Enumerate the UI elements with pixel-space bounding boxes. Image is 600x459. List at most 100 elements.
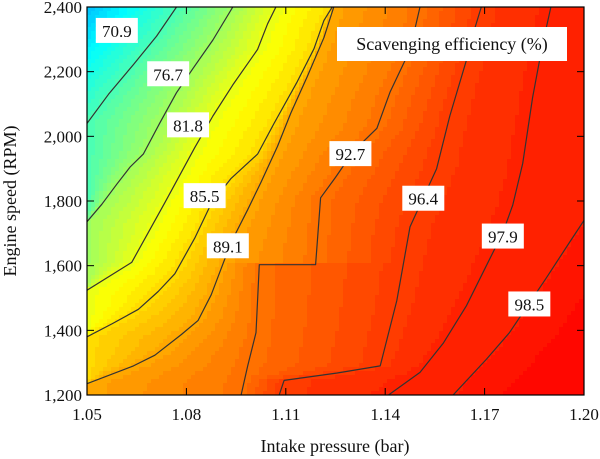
heat-cell [427, 11, 432, 16]
heat-cell [563, 75, 568, 80]
heat-cell [211, 27, 216, 32]
heat-cell [435, 111, 440, 116]
heat-cell [495, 15, 500, 20]
heat-cell [263, 147, 268, 152]
heat-cell [175, 91, 180, 96]
heat-cell [483, 63, 488, 68]
heat-cell [195, 71, 200, 76]
heat-cell [283, 163, 288, 168]
heat-cell [219, 67, 224, 72]
heat-cell [371, 63, 376, 68]
heat-cell [439, 123, 444, 128]
heat-cell [567, 63, 572, 68]
heat-cell [199, 7, 204, 12]
heat-cell [91, 47, 96, 52]
heat-cell [495, 103, 500, 108]
heat-cell [223, 67, 228, 72]
heat-cell [367, 95, 372, 100]
heat-cell [475, 79, 480, 84]
heat-cell [307, 115, 312, 120]
heat-cell [155, 99, 160, 104]
heat-cell [239, 7, 244, 12]
heat-cell [519, 131, 524, 136]
heat-cell [491, 147, 496, 152]
heat-cell [423, 11, 428, 16]
heat-cell [99, 127, 104, 132]
heat-cell [435, 67, 440, 72]
heat-cell [427, 19, 432, 24]
heat-cell [175, 47, 180, 52]
heat-cell [383, 115, 388, 120]
heat-cell [399, 115, 404, 120]
heat-cell [475, 63, 480, 68]
heat-cell [267, 151, 272, 156]
heat-cell [107, 103, 112, 108]
heat-cell [331, 39, 336, 44]
heat-cell [403, 75, 408, 80]
heat-cell [555, 71, 560, 76]
heat-cell [463, 99, 468, 104]
heat-cell [535, 115, 540, 120]
heat-cell [119, 7, 124, 12]
heat-cell [355, 63, 360, 68]
heat-cell [543, 123, 548, 128]
heat-cell [443, 87, 448, 92]
heat-cell [251, 143, 256, 148]
heat-cell [287, 19, 292, 24]
heat-cell [219, 79, 224, 84]
heat-cell [359, 99, 364, 104]
heat-cell [483, 107, 488, 112]
heat-cell [543, 71, 548, 76]
heat-cell [559, 83, 564, 88]
heat-cell [323, 139, 328, 144]
heat-cell [147, 59, 152, 64]
heat-cell [411, 11, 416, 16]
heat-cell [255, 131, 260, 136]
heat-cell [319, 139, 324, 144]
heat-cell [491, 11, 496, 16]
heat-cell [211, 135, 216, 140]
heat-cell [503, 159, 508, 164]
heat-cell [239, 23, 244, 28]
heat-cell [559, 115, 564, 120]
heat-cell [351, 83, 356, 88]
heat-cell [319, 39, 324, 44]
heat-cell [283, 51, 288, 56]
heat-cell [447, 87, 452, 92]
heat-cell [91, 87, 96, 92]
heat-cell [263, 35, 268, 40]
heat-cell [431, 71, 436, 76]
heat-cell [395, 15, 400, 20]
heat-cell [515, 139, 520, 144]
heat-cell [223, 159, 228, 164]
heat-cell [463, 79, 468, 84]
heat-cell [327, 139, 332, 144]
heat-cell [187, 79, 192, 84]
heat-cell [575, 163, 580, 168]
heat-cell [159, 19, 164, 24]
heat-cell [227, 103, 232, 108]
heat-cell [451, 123, 456, 128]
heat-cell [403, 123, 408, 128]
heat-cell [195, 39, 200, 44]
heat-cell [343, 75, 348, 80]
heat-cell [359, 135, 364, 140]
heat-cell [167, 147, 172, 152]
heat-cell [279, 19, 284, 24]
heat-cell [471, 7, 476, 12]
heat-cell [263, 131, 268, 136]
heat-cell [235, 95, 240, 100]
heat-cell [403, 7, 408, 12]
heat-cell [379, 159, 384, 164]
heat-cell [575, 87, 580, 92]
heat-cell [571, 159, 576, 164]
heat-cell [547, 99, 552, 104]
heat-cell [203, 7, 208, 12]
heat-cell [339, 71, 344, 76]
heat-cell [459, 91, 464, 96]
heat-cell [199, 11, 204, 16]
heat-cell [519, 67, 524, 72]
heat-cell [219, 119, 224, 124]
heat-cell [383, 135, 388, 140]
heat-cell [131, 79, 136, 84]
